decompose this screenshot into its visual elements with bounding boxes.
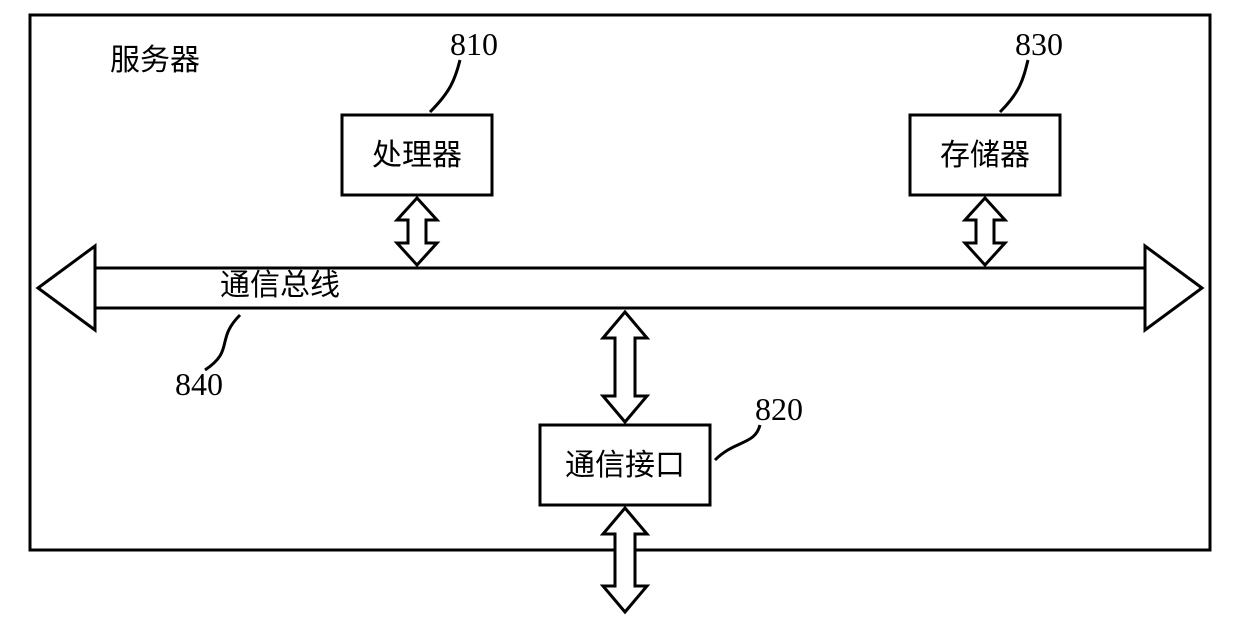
bus-arrow-right bbox=[1145, 246, 1202, 330]
server-title: 服务器 bbox=[110, 44, 200, 77]
processor-lead-curve bbox=[430, 60, 460, 112]
arrow-memory-bus bbox=[965, 198, 1005, 265]
memory-label: 存储器 bbox=[940, 139, 1030, 172]
comm_if-ref-number: 820 bbox=[755, 391, 803, 427]
processor-label: 处理器 bbox=[372, 139, 462, 172]
bus-arrow-left bbox=[38, 246, 95, 330]
processor-ref-number: 810 bbox=[450, 26, 498, 62]
arrow-commif-external bbox=[603, 508, 647, 612]
arrow-bus-commif bbox=[603, 312, 647, 422]
arrow-processor-bus bbox=[397, 198, 437, 265]
bus-ref-number: 840 bbox=[175, 366, 223, 402]
bus-lead-curve bbox=[205, 315, 240, 370]
comm_if-label: 通信接口 bbox=[565, 449, 685, 482]
bus-label: 通信总线 bbox=[220, 269, 340, 302]
memory-lead-curve bbox=[1000, 60, 1028, 112]
memory-ref-number: 830 bbox=[1015, 26, 1063, 62]
comm_if-lead-curve bbox=[715, 425, 760, 460]
